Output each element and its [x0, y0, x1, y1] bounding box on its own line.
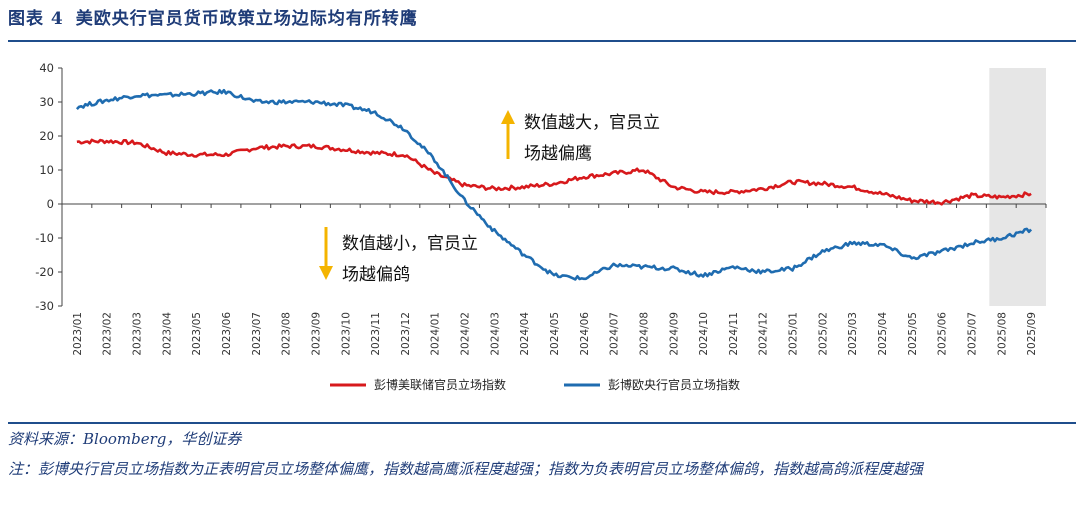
note-text: 注：彭博央行官员立场指数为正表明官员立场整体偏鹰，指数越高鹰派程度越强；指数为负… — [8, 460, 924, 478]
figure-title: 图表 4 美欧央行官员货币政策立场边际均有所转鹰 — [8, 4, 418, 29]
y-tick-label: 30 — [39, 95, 54, 109]
series-line-0 — [76, 138, 1032, 206]
y-tick-label: 40 — [39, 61, 54, 75]
x-tick-label: 2025/03 — [847, 312, 859, 356]
series-layer — [75, 88, 1033, 281]
x-tick-label: 2024/05 — [549, 312, 561, 356]
up-arrow-head-icon — [501, 110, 515, 124]
legend-label-ecb: 彭博欧央行官员立场指数 — [608, 377, 740, 392]
x-tick-label: 2024/03 — [489, 312, 501, 356]
x-tick-label: 2023/08 — [281, 312, 293, 356]
x-tick-label: 2024/07 — [609, 312, 621, 356]
source-text: 资料来源：Bloomberg，华创证券 — [8, 430, 242, 448]
x-tick-label: 2023/04 — [161, 312, 173, 356]
x-tick-label: 2024/11 — [728, 312, 740, 356]
axes: 40 30 20 10 0 -10 -20 -30 2023/01 2023/02 2023/03 2… — [35, 61, 1047, 356]
y-tick-label: 10 — [39, 163, 54, 177]
shaded-region-layer — [989, 68, 1046, 306]
line-chart: 40 30 20 10 0 -10 -20 -30 2023/01 2023/02 2023/03 2… — [35, 61, 1047, 392]
x-tick-label: 2025/07 — [966, 312, 978, 356]
x-tick-label: 2023/09 — [310, 312, 322, 356]
annotations: 数值越大，官员立 场越偏鹰 数值越小，官员立 场越偏鸽 — [319, 110, 660, 285]
x-tick-label: 2025/09 — [1026, 312, 1038, 356]
y-tick-label: -30 — [35, 299, 54, 313]
x-tick-label: 2024/12 — [758, 312, 770, 356]
title-divider — [8, 40, 1076, 42]
down-annotation-line2: 场越偏鸽 — [342, 265, 410, 285]
x-tick-label: 2024/09 — [668, 312, 680, 356]
x-tick-label: 2023/06 — [221, 312, 233, 356]
series-line-1 — [75, 88, 1033, 281]
x-tick-label: 2023/12 — [400, 312, 412, 356]
x-tick-label: 2023/10 — [340, 312, 352, 356]
y-tick-label: 20 — [39, 129, 54, 143]
x-tick-label: 2024/01 — [430, 312, 442, 356]
down-annotation-line1: 数值越小，官员立 — [342, 234, 478, 254]
figure-title-text: 美欧央行官员货币政策立场边际均有所转鹰 — [75, 9, 418, 29]
y-tick-label: -20 — [35, 265, 54, 279]
x-tick-label: 2025/01 — [788, 312, 800, 356]
x-tick-label: 2024/02 — [460, 312, 472, 356]
x-tick-label: 2024/10 — [698, 312, 710, 356]
x-tick-label: 2024/06 — [579, 312, 591, 356]
footer-divider — [8, 422, 1076, 424]
x-tick-label: 2025/06 — [937, 312, 949, 356]
x-tick-label: 2025/04 — [877, 312, 889, 356]
x-tick-label: 2025/05 — [907, 312, 919, 356]
x-tick-label: 2025/02 — [817, 312, 829, 356]
x-tick-label: 2024/04 — [519, 312, 531, 356]
x-tick-label: 2023/02 — [102, 312, 114, 356]
legend: 彭博美联储官员立场指数 彭博欧央行官员立场指数 — [330, 377, 740, 392]
up-annotation-line2: 场越偏鹰 — [524, 144, 592, 164]
x-tick-label: 2023/03 — [132, 312, 144, 356]
x-tick-label: 2023/01 — [72, 312, 84, 356]
x-tick-label: 2023/05 — [191, 312, 203, 356]
x-tick-label: 2023/07 — [251, 312, 263, 356]
y-tick-label: 0 — [47, 197, 54, 211]
down-arrow-head-icon — [319, 266, 333, 280]
x-tick-label: 2023/11 — [370, 312, 382, 356]
figure-label: 图表 4 — [8, 9, 64, 29]
y-tick-label: -10 — [35, 231, 54, 245]
x-tick-label: 2025/08 — [996, 312, 1008, 356]
up-annotation-line1: 数值越大，官员立 — [524, 113, 660, 133]
legend-label-fed: 彭博美联储官员立场指数 — [374, 377, 506, 392]
x-tick-label: 2024/08 — [638, 312, 650, 356]
shaded-forecast-region — [989, 68, 1046, 306]
